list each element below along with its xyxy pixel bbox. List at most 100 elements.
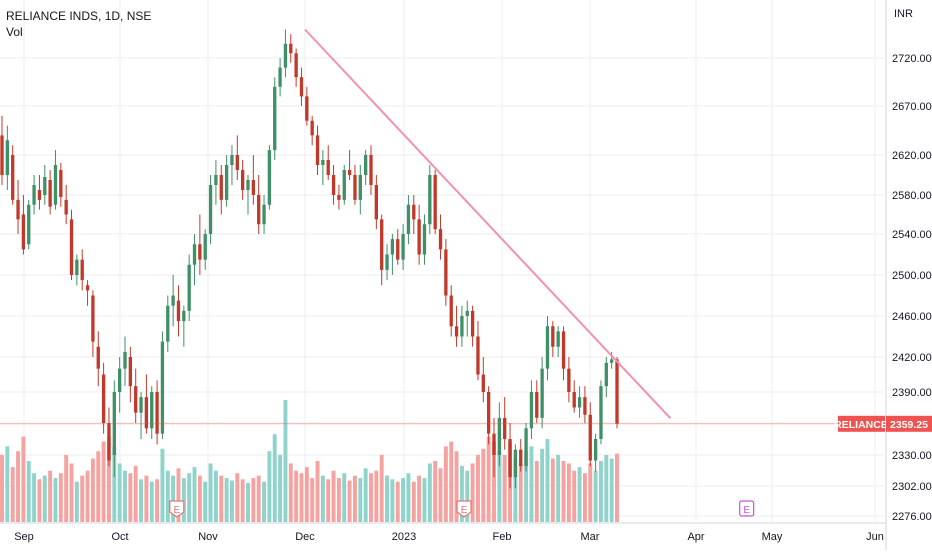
y-tick-label-5: 2420.00 — [892, 352, 932, 364]
candle-body-90 — [481, 374, 485, 392]
candle-body-53 — [283, 43, 288, 68]
candle-body-17 — [91, 295, 95, 342]
volume-bar-100 — [534, 461, 539, 522]
x-tick-label-7: Apr — [687, 531, 704, 543]
earnings-marker-box-1 — [456, 500, 472, 518]
candle-body-86 — [460, 316, 464, 337]
volume-bar-42 — [224, 478, 229, 522]
y-tick-label-9: 2580.00 — [892, 190, 932, 202]
volume-bar-70 — [374, 470, 379, 522]
candle-body-16 — [85, 285, 90, 291]
volume-bar-53 — [283, 400, 288, 522]
candle-body-22 — [117, 368, 122, 392]
volume-bar-92 — [492, 441, 496, 522]
volume-bar-37 — [197, 475, 202, 522]
volume-bar-48 — [256, 475, 261, 522]
candle-body-47 — [251, 180, 256, 195]
candle-body-61 — [326, 160, 330, 175]
candle-body-111 — [593, 439, 598, 461]
candle-body-93 — [497, 417, 502, 455]
price-axis[interactable]: 2276.00 2302.00 2330.00 2390.00 2420.00 2460.… — [892, 53, 932, 523]
candle-body-70 — [374, 185, 379, 220]
volume-bar-45 — [240, 479, 245, 522]
currency-label: INR — [894, 8, 913, 20]
volume-bar-79 — [422, 478, 427, 522]
volume-bar-46 — [246, 482, 250, 522]
candle-body-10 — [53, 165, 58, 205]
candle-body-39 — [208, 185, 213, 234]
candle-body-31 — [166, 305, 170, 342]
volume-bar-59 — [315, 461, 320, 522]
candle-body-27 — [144, 397, 149, 429]
volume-bar-32 — [171, 475, 176, 522]
volume-bar-17 — [90, 458, 95, 522]
candle-body-87 — [465, 310, 469, 316]
volume-bar-102 — [545, 439, 550, 522]
volume-bar-43 — [229, 480, 234, 522]
volume-bar-105 — [561, 461, 566, 522]
earnings-marker-0[interactable]: E — [169, 500, 185, 518]
candle-body-36 — [192, 244, 197, 265]
volume-indicator-label[interactable]: Vol — [6, 25, 23, 39]
candle-body-0 — [0, 135, 4, 175]
candle-body-49 — [262, 204, 266, 225]
candle-body-75 — [401, 234, 405, 260]
volume-bar-24 — [128, 473, 133, 522]
y-tick-label-1: 2302.00 — [892, 481, 932, 493]
candle-body-60 — [321, 160, 325, 165]
volume-bar-76 — [406, 473, 411, 522]
candle-body-50 — [267, 150, 272, 205]
candle-body-5 — [27, 204, 31, 245]
volume-bar-12 — [64, 454, 69, 522]
volume-bar-101 — [540, 448, 545, 522]
volume-bar-26 — [139, 479, 144, 522]
candle-body-84 — [449, 295, 453, 327]
legend-header[interactable]: RELIANCE INDS, 1D, NSE Vol — [6, 8, 151, 40]
earnings-marker-1[interactable]: E — [456, 500, 472, 518]
candle-body-8 — [43, 177, 47, 195]
price-tag[interactable]: RELIANCE 2359.25 — [834, 415, 932, 432]
candle-body-91 — [486, 392, 491, 434]
price-tag-price-bg — [886, 415, 932, 432]
volume-bar-109 — [582, 473, 587, 522]
y-tick-label-11: 2670.00 — [892, 101, 932, 113]
candle-body-54 — [289, 43, 293, 54]
candle-body-98 — [524, 428, 528, 467]
volume-bar-84 — [449, 441, 454, 522]
candle-body-80 — [428, 175, 432, 225]
volume-bar-6 — [32, 473, 37, 522]
candle-body-79 — [422, 224, 427, 255]
volume-bar-69 — [369, 473, 373, 522]
y-tick-label-2: 2330.00 — [892, 450, 932, 462]
candle-body-19 — [101, 374, 106, 423]
trendline[interactable] — [304, 28, 672, 420]
volume-bar-36 — [192, 467, 197, 522]
volume-bar-71 — [379, 454, 384, 522]
volume-bar-16 — [85, 470, 90, 522]
candle-body-68 — [363, 155, 368, 175]
volume-bar-62 — [331, 470, 336, 522]
earnings-marker-2[interactable]: E — [739, 500, 755, 517]
x-tick-label-0: Sep — [14, 531, 34, 543]
volume-bar-106 — [566, 463, 571, 522]
time-axis[interactable]: Sep Oct Nov Dec 2023 Feb Mar Apr May Jun — [14, 531, 884, 543]
volume-bar-60 — [320, 475, 325, 522]
symbol-title[interactable]: RELIANCE INDS, 1D, NSE — [6, 9, 152, 23]
candle-body-6 — [32, 185, 36, 205]
candle-body-69 — [369, 155, 373, 185]
candle-body-112 — [599, 386, 603, 439]
candle-body-64 — [342, 170, 346, 200]
candle-body-14 — [75, 259, 79, 275]
candle-body-95 — [508, 439, 512, 478]
volume-bar-111 — [593, 470, 598, 522]
candle-body-105 — [561, 331, 566, 369]
candle-body-97 — [519, 449, 523, 467]
volume-bar-91 — [486, 436, 491, 522]
candle-body-83 — [444, 249, 448, 296]
candle-body-52 — [278, 67, 282, 87]
volume-bar-107 — [572, 470, 577, 522]
x-tick-label-8: May — [762, 531, 783, 543]
